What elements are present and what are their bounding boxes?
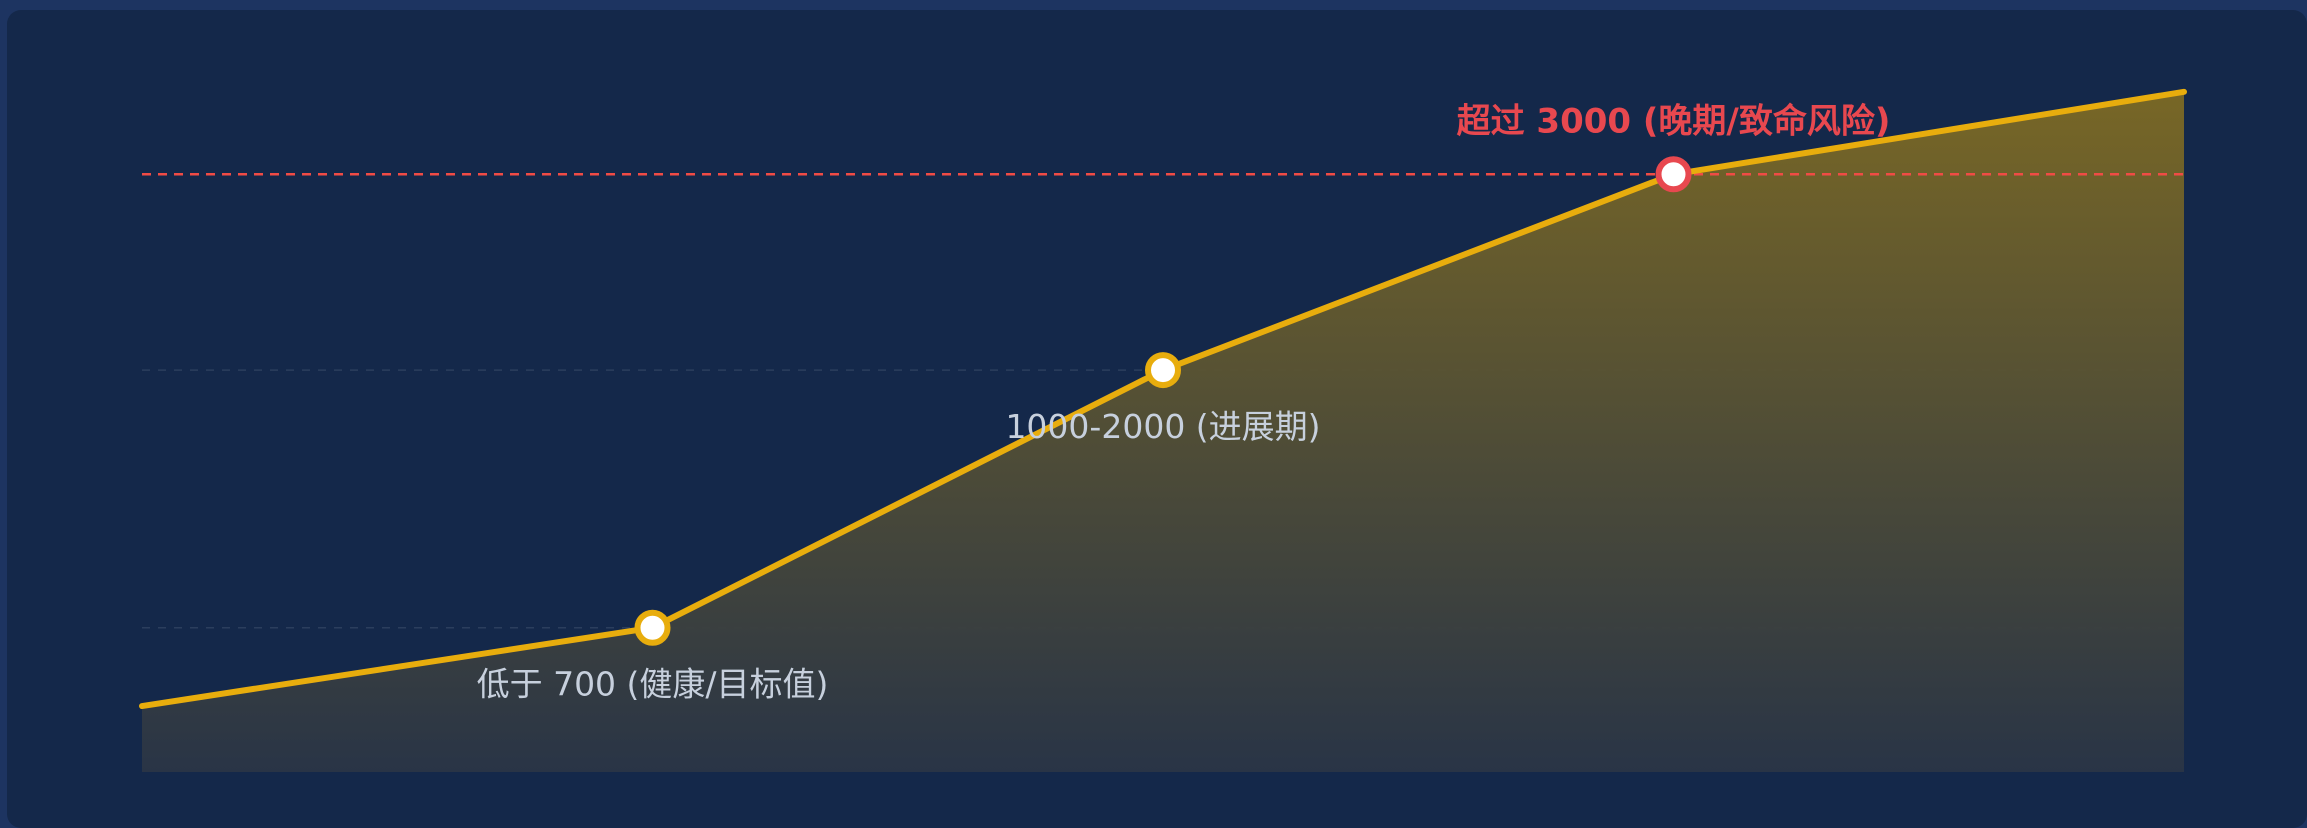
danger-annotation-label: 超过 3000 (晚期/致命风险) <box>1457 101 1891 141</box>
point-marker <box>634 609 671 646</box>
area-fill <box>142 91 2184 773</box>
area-path <box>142 91 2184 773</box>
point-marker <box>1145 352 1181 389</box>
annotation-label: 1000-2000 (进展期) <box>1005 407 1320 446</box>
annotation-labels: 低于 700 (健康/目标值) 1000-2000 (进展期) 超过 3000 (晚… <box>477 101 1891 703</box>
danger-point-marker <box>1655 156 1692 193</box>
annotation-label: 低于 700 (健康/目标值) <box>477 665 829 704</box>
point-markers <box>634 156 1692 646</box>
